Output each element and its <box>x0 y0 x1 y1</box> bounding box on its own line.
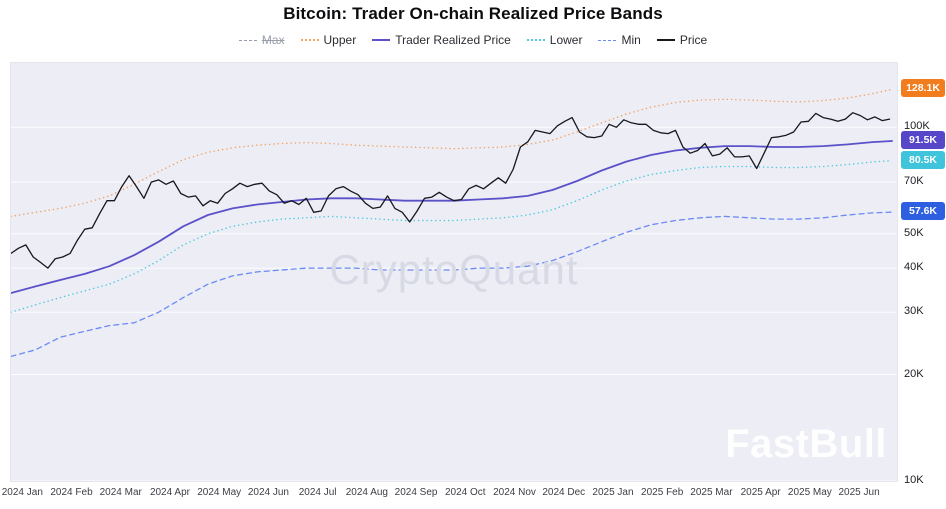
legend-item-max[interactable]: Max <box>238 33 285 47</box>
series-lower-line <box>11 159 893 313</box>
x-axis-label: 2024 Mar <box>99 487 142 498</box>
x-axis-label: 2024 Apr <box>149 487 190 498</box>
x-axis-label: 2024 Jul <box>298 487 337 498</box>
plot-area[interactable]: CryptoQuant FastBull <box>10 62 898 482</box>
x-axis-label: 2025 May <box>787 487 832 498</box>
x-axis-label: 2024 Jun <box>247 487 289 498</box>
legend-label: Upper <box>323 33 357 47</box>
price-badge-lower: 80.5K <box>901 150 945 169</box>
price-badge-trader-realized-price: 91.5K <box>901 130 945 149</box>
chart-title: Bitcoin: Trader On-chain Realized Price … <box>283 4 663 23</box>
legend-label: Trader Realized Price <box>395 33 511 47</box>
x-axis-label: 2025 Jun <box>838 487 880 498</box>
x-axis-label: 2024 Jan <box>1 487 43 498</box>
x-axis-label: 2025 Apr <box>740 487 781 498</box>
chart-canvas[interactable] <box>11 63 897 481</box>
legend-label: Price <box>679 33 708 47</box>
y-axis-label: 50K <box>904 226 924 239</box>
legend: Max Upper Trader Realized Price Lower Min Pri… <box>0 33 946 47</box>
x-axis-label: 2024 Nov <box>493 487 536 498</box>
price-badge-min: 57.6K <box>901 202 945 221</box>
legend-marker-dashed-icon <box>238 39 257 41</box>
x-axis-label: 2024 Dec <box>542 487 586 498</box>
x-axis-label: 2025 Jan <box>592 487 634 498</box>
legend-marker-dotted-icon <box>526 39 545 41</box>
series-upper-line <box>11 88 893 218</box>
legend-item-trader-realized-price[interactable]: Trader Realized Price <box>372 33 511 47</box>
legend-label: Max <box>261 33 285 47</box>
x-axis-label: 2024 Aug <box>345 487 388 498</box>
y-axis-label: 20K <box>904 367 924 380</box>
legend-item-price[interactable]: Price <box>656 33 708 47</box>
x-axis-label: 2024 Feb <box>50 487 93 498</box>
legend-marker-dotted-icon <box>300 39 319 41</box>
x-axis-label: 2024 May <box>197 487 242 498</box>
x-axis-label: 2024 Oct <box>445 487 486 498</box>
series-trader-realized-price-line <box>11 140 893 294</box>
y-axis-label: 40K <box>904 261 924 274</box>
legend-marker-solid-icon <box>372 39 391 41</box>
y-axis-label: 100K <box>904 120 930 133</box>
y-axis-label: 10K <box>904 474 924 486</box>
x-axis-label: 2025 Feb <box>641 487 684 498</box>
x-axis-label: 2025 Mar <box>690 487 733 498</box>
legend-marker-solid-icon <box>656 39 675 41</box>
legend-marker-dashed-icon <box>598 39 617 41</box>
legend-item-min[interactable]: Min <box>598 33 641 47</box>
legend-label: Lower <box>549 33 583 47</box>
price-badge-upper: 128.1K <box>901 79 945 98</box>
y-axis-label: 70K <box>904 175 924 188</box>
series-price-line <box>11 112 891 269</box>
legend-label: Min <box>621 33 641 47</box>
y-axis-label: 30K <box>904 305 924 318</box>
series-min-line <box>11 211 893 358</box>
legend-item-upper[interactable]: Upper <box>300 33 357 47</box>
x-axis-label: 2024 Sep <box>394 487 438 498</box>
legend-item-lower[interactable]: Lower <box>526 33 583 47</box>
